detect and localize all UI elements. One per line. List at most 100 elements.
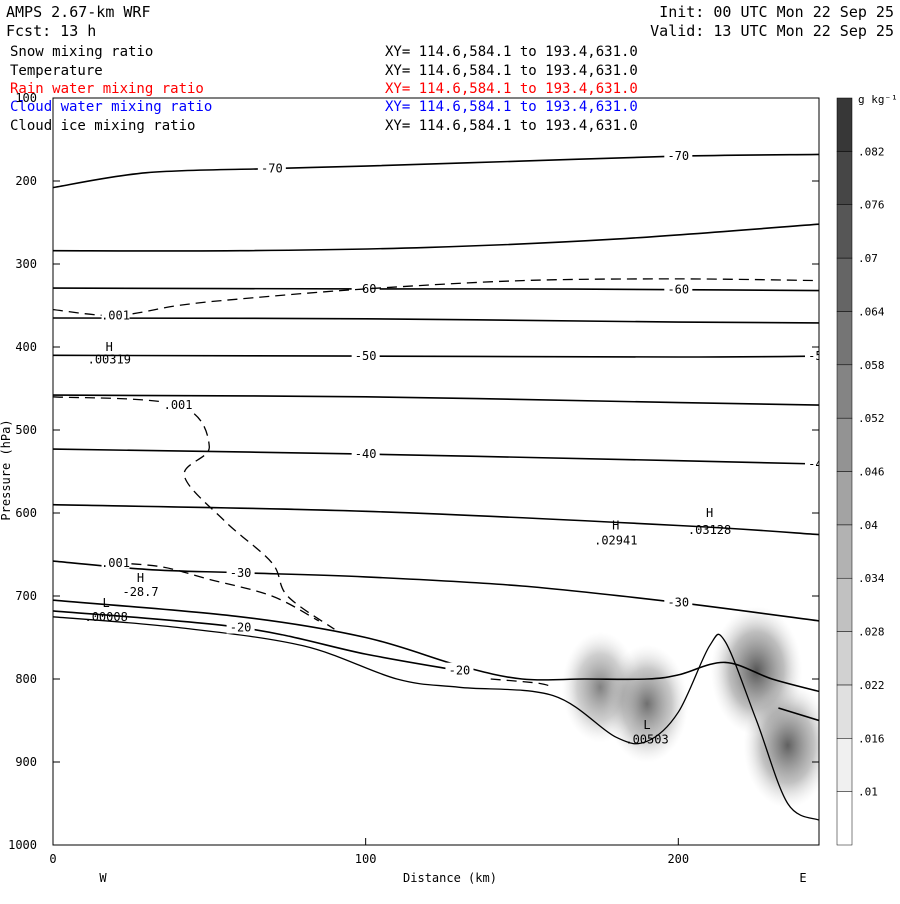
field-name-cloud-water: Cloud water mixing ratio: [10, 99, 212, 115]
init-time: Init: 00 UTC Mon 22 Sep 25: [659, 3, 894, 21]
extremum-annotation-0: H: [106, 340, 113, 354]
snow-contour-label-0: .001: [101, 308, 130, 322]
temperature-contour-5: [53, 394, 819, 406]
valid-time: Valid: 13 UTC Mon 22 Sep 25: [650, 22, 894, 40]
extremum-annotation-4: H: [706, 506, 713, 520]
extremum-annotation-9: .00008: [84, 610, 127, 624]
west-label: W: [99, 871, 107, 885]
temperature-contour-4: [53, 354, 819, 358]
colorbar-label-7: .052: [858, 412, 885, 425]
colorbar-label-3: .028: [858, 626, 885, 639]
colorbar-bin-5: [836, 524, 853, 579]
temperature-contour-label-right-2-bg: [664, 281, 693, 296]
temperature-contour-label-2-bg: [351, 280, 380, 295]
temperature-contour-label-6-bg: [351, 446, 380, 461]
snow-contour-label-1-bg: [164, 397, 193, 412]
colorbar-bin-11: [836, 204, 853, 259]
temperature-contour-label-4-bg: [351, 348, 380, 363]
colorbar-bin-13: [836, 97, 853, 152]
extremum-annotation-6: H: [137, 571, 144, 585]
snow-contour-label-2-bg: [101, 554, 130, 569]
model-title: AMPS 2.67-km WRF: [6, 3, 151, 21]
colorbar-label-11: .076: [858, 199, 885, 212]
temperature-contour-label-10: -20: [230, 621, 252, 635]
colorbar-bin-6: [836, 471, 853, 526]
temperature-contour-10: [53, 610, 460, 672]
temperature-contour-label-right-8: -30: [667, 596, 689, 610]
snow-contour-label-2: .001: [101, 556, 130, 570]
colorbar-bin-1: [836, 738, 853, 792]
temperature-contour-label-right-0-bg: [664, 148, 693, 163]
temperature-contour-label-2: -60: [355, 282, 377, 296]
temperature-contour-label-right-8-bg: [664, 594, 693, 609]
plot-frame: [52, 97, 820, 846]
snow-contour-label-0-bg: [101, 307, 130, 322]
snow-contour-1: [53, 396, 335, 630]
temperature-contour-label-right-4-bg: [805, 348, 819, 363]
extremum-annotation-1: .00319: [88, 353, 131, 367]
temperature-contour-8: [53, 560, 819, 622]
colorbar-label-1: .016: [858, 732, 885, 745]
extremum-annotation-2: H: [612, 519, 619, 533]
colorbar-bin-2: [836, 684, 853, 739]
axes: 100 200 300 400 500 600 700 800 900 1000 0 100 200: [8, 91, 819, 866]
field-name-temperature: Temperature: [10, 63, 103, 79]
temperature-contour-label-8-bg: [226, 564, 255, 579]
x-tick-label-2: 200: [667, 852, 689, 866]
field-xy-snow: XY= 114.6,584.1 to 193.4,631.0: [385, 44, 638, 60]
temperature-contour-label-10-bg: [226, 619, 255, 634]
temperature-contour-label-right-4: -50: [808, 349, 830, 363]
temperature-contour-label-right-6-bg: [805, 456, 819, 471]
snow-contour-0: [53, 278, 819, 317]
y-tick-label-3: 400: [15, 340, 37, 354]
field-name-snow: Snow mixing ratio: [10, 44, 153, 60]
temperature-contour-6: [53, 448, 819, 465]
colorbar-label-12: .082: [858, 145, 885, 158]
cloud-water-shade-1: [605, 644, 689, 763]
y-tick-label-6: 700: [15, 589, 37, 603]
colorbar: .01 .016 .022 .028 .034 .04 .046 .052 .058 .064 .0…: [836, 97, 885, 846]
extremum-annotation-10: L: [643, 718, 650, 732]
colorbar-bin-12: [836, 151, 853, 205]
temperature-contour-label-8: -30: [230, 566, 252, 580]
temperature-contour-2: [53, 287, 819, 292]
colorbar-label-2: .022: [858, 679, 885, 692]
field-name-rain: Rain water mixing ratio: [10, 81, 204, 97]
colorbar-bin-9: [836, 311, 853, 366]
colorbar-label-5: .04: [858, 519, 878, 532]
colorbar-bin-0: [836, 791, 853, 846]
field-legend: Snow mixing ratio XY= 114.6,584.1 to 193…: [10, 44, 638, 134]
extremum-annotation-3: .02941: [594, 534, 637, 548]
y-tick-label-2: 300: [15, 257, 37, 271]
temperature-contour-7: [53, 503, 819, 536]
temperature-contour-9: [53, 599, 819, 693]
temperature-contour-label-right-10-bg: [445, 662, 474, 677]
field-xy-cloud-water: XY= 114.6,584.1 to 193.4,631.0: [385, 99, 638, 115]
temperature-contour-label-right-6: -40: [808, 457, 830, 471]
colorbar-bin-8: [836, 364, 853, 419]
field-xy-cloud-ice: XY= 114.6,584.1 to 193.4,631.0: [385, 118, 638, 134]
y-tick-label-8: 900: [15, 755, 37, 769]
y-axis-label: Pressure (hPa): [0, 419, 13, 520]
y-tick-label-1: 200: [15, 174, 37, 188]
snow-contour-2: [115, 562, 320, 622]
colorbar-label-4: .034: [858, 572, 885, 585]
temperature-contour-11: [778, 707, 819, 722]
extremum-annotation-8: L: [103, 596, 110, 610]
x-tick-label-0: 0: [49, 852, 56, 866]
field-xy-rain: XY= 114.6,584.1 to 193.4,631.0: [385, 81, 638, 97]
colorbar-label-0: .01: [858, 786, 878, 799]
forecast-hour: Fcst: 13 h: [6, 22, 96, 40]
colorbar-label-10: .07: [858, 252, 878, 265]
temperature-contour-label-0-bg: [257, 160, 286, 175]
colorbar-bin-10: [836, 257, 853, 312]
temperature-contour-label-4: -50: [355, 349, 377, 363]
temperature-contour-label-right-0: -70: [667, 149, 689, 163]
colorbar-label-9: .064: [858, 305, 885, 318]
colorbar-label-8: .058: [858, 359, 885, 372]
x-axis-label: Distance (km): [403, 871, 497, 885]
east-label: E: [799, 871, 806, 885]
y-tick-label-9: 1000: [8, 838, 37, 852]
snow-contour-label-1: .001: [164, 398, 193, 412]
